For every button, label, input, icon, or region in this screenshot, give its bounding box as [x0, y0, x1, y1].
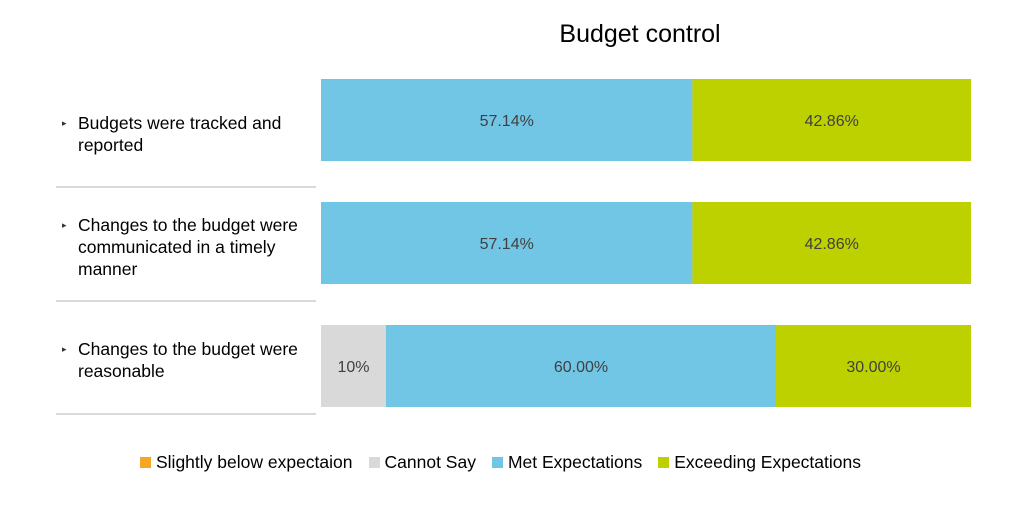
bullet-icon: ▸ [62, 344, 67, 354]
legend-swatch [491, 457, 503, 468]
legend-item-slightly-below: Slightly below expectaion [140, 452, 353, 473]
data-label: 10% [337, 359, 369, 376]
bullet-icon: ▸ [62, 220, 67, 230]
row-separator [56, 413, 316, 415]
legend-item-exceeding-expectations: Exceeding Expectations [658, 452, 861, 473]
data-label: 57.14% [480, 236, 534, 253]
legend-swatch [140, 457, 151, 468]
data-label: 42.86% [805, 236, 859, 253]
bar-segment-exceeding-expectations-row-1 [692, 79, 971, 161]
legend-item-met-expectations: Met Expectations [491, 452, 642, 473]
category-label-1: ▸ Budgets were tracked and reported [62, 113, 282, 155]
row-separator [56, 186, 316, 188]
legend-item-cannot-say: Cannot Say [368, 452, 476, 473]
bar-segment-cannot-say-row-3 [321, 325, 386, 407]
data-label: 42.86% [805, 113, 859, 130]
category-label-2: ▸ Changes to the budget were communicate… [62, 215, 298, 279]
bar-segment-met-expectations-row-1 [321, 79, 693, 161]
category-label-3: ▸ Changes to the budget were reasonable [62, 339, 298, 381]
data-label: 60.00% [554, 359, 608, 376]
bullet-icon: ▸ [62, 118, 67, 128]
legend-swatch [368, 457, 380, 468]
chart-title: Budget control [559, 20, 721, 48]
bar-segment-met-expectations-row-3 [386, 325, 776, 407]
data-label: 30.00% [846, 359, 900, 376]
legend-swatch [658, 457, 670, 468]
bar-segment-exceeding-expectations-row-2 [692, 202, 971, 284]
bar-segment-exceeding-expectations-row-3 [776, 325, 971, 407]
legend: Slightly below expectaion Cannot Say Met… [140, 452, 861, 473]
bar-segment-met-expectations-row-2 [321, 202, 693, 284]
data-label: 57.14% [480, 113, 534, 130]
row-separator [56, 300, 316, 302]
